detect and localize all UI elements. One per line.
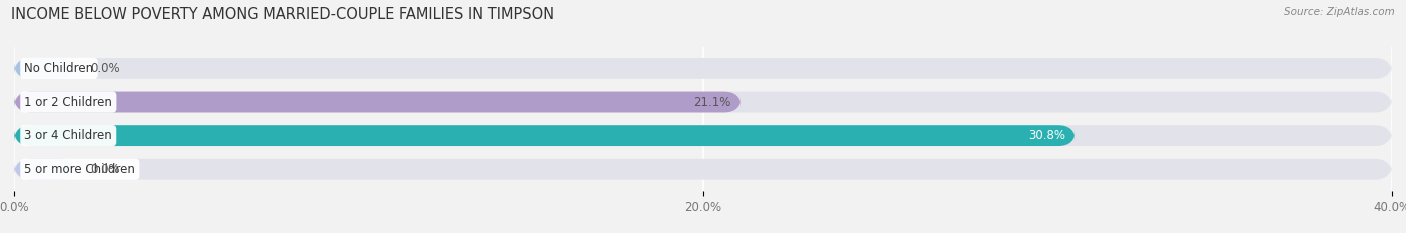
Text: INCOME BELOW POVERTY AMONG MARRIED-COUPLE FAMILIES IN TIMPSON: INCOME BELOW POVERTY AMONG MARRIED-COUPL… — [11, 7, 554, 22]
Text: 3 or 4 Children: 3 or 4 Children — [24, 129, 112, 142]
FancyBboxPatch shape — [14, 125, 1392, 146]
FancyBboxPatch shape — [14, 159, 76, 180]
Text: 1 or 2 Children: 1 or 2 Children — [24, 96, 112, 109]
Text: 0.0%: 0.0% — [90, 62, 120, 75]
FancyBboxPatch shape — [14, 125, 1076, 146]
Text: No Children: No Children — [24, 62, 94, 75]
FancyBboxPatch shape — [14, 159, 1392, 180]
FancyBboxPatch shape — [14, 58, 1392, 79]
FancyBboxPatch shape — [14, 92, 741, 113]
Text: 5 or more Children: 5 or more Children — [24, 163, 135, 176]
FancyBboxPatch shape — [14, 58, 76, 79]
FancyBboxPatch shape — [14, 92, 1392, 113]
Text: 21.1%: 21.1% — [693, 96, 731, 109]
Text: Source: ZipAtlas.com: Source: ZipAtlas.com — [1284, 7, 1395, 17]
Text: 30.8%: 30.8% — [1028, 129, 1064, 142]
Text: 0.0%: 0.0% — [90, 163, 120, 176]
